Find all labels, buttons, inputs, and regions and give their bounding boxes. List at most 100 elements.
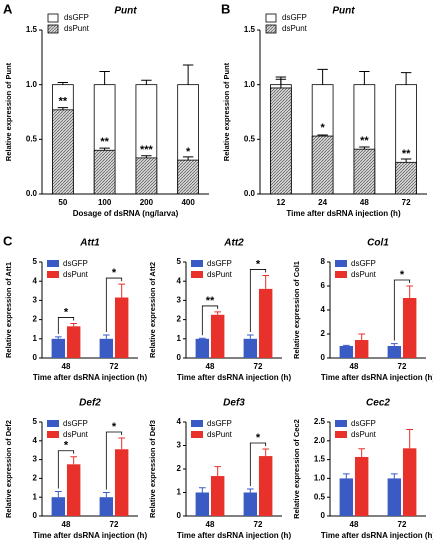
significance-bracket [105,277,123,332]
chart-title: Def3 [223,398,245,409]
significance: ** [206,295,215,307]
legend-swatch [47,260,59,267]
y-axis-label: Relative expression of Col1 [292,261,301,359]
bar [52,109,74,195]
x-tick-label: 72 [398,520,407,529]
significance-bracket [105,431,123,490]
x-tick-label: 50 [58,198,67,207]
error-bar [317,68,328,85]
error-bar [358,448,366,457]
significance-bracket [201,305,219,336]
bar [339,478,354,516]
x-axis-label: Time after dsRNA injection (h) [33,373,148,382]
y-tick-label: 1.5 [244,25,256,34]
y-axis-label: Relative expression of Punt [222,62,231,161]
error-bar [99,71,110,85]
bar [195,492,210,516]
error-bar [182,156,194,161]
y-tick-label: 4 [177,417,182,426]
error-bar [57,81,69,85]
error-bar [358,333,366,340]
error-bar [400,158,412,163]
bar [402,448,417,516]
significance: *** [140,144,154,156]
x-tick-label: 48 [62,520,71,529]
error-bar [342,473,350,479]
bar [114,449,129,516]
bar [354,340,369,358]
error-bar [70,456,78,465]
significance: * [112,267,117,279]
significance-bracket [393,279,411,341]
error-bar [359,71,370,85]
legend-swatch [47,271,59,278]
y-tick-label: 4 [321,305,326,314]
significance: * [256,432,261,444]
y-tick-label: 6 [321,281,326,290]
y-tick-label: 1 [177,488,182,497]
legend-label: dsPunt [63,270,89,279]
bar [402,298,417,358]
y-tick-label: 5 [33,417,38,426]
y-tick-label: 0.0 [26,189,38,198]
error-bar [262,448,270,457]
y-tick-label: 3 [33,455,38,464]
error-bar [390,343,398,346]
bar [99,497,114,516]
y-tick-label: 0 [177,353,182,362]
error-bar [390,473,398,479]
error-bar [118,437,126,450]
y-axis-label: Relative expression of Att1 [4,262,13,358]
bar [177,159,199,195]
y-tick-label: 2 [177,315,182,324]
x-tick-label: 72 [254,520,263,529]
bar [210,476,225,516]
error-bar [198,337,206,339]
bar [51,338,66,358]
significance: * [112,421,117,433]
significance: * [64,440,69,452]
bar [99,338,114,358]
x-tick-label: 48 [62,362,71,371]
x-tick-label: 48 [206,520,215,529]
error-bar [214,466,222,477]
y-tick-label: 2 [321,329,326,338]
bar [395,161,417,195]
y-tick-label: 1 [177,334,182,343]
significance: * [400,269,405,281]
error-bar [359,146,370,150]
significance: ** [360,135,369,147]
y-tick-label: 1.0 [26,80,38,89]
x-tick-label: 72 [110,362,119,371]
bar [270,87,292,195]
y-tick-label: 2.5 [314,417,326,426]
error-bar [214,311,222,315]
x-axis-label: Time after dsRNA injection (h) [177,531,292,540]
bar [339,346,354,358]
y-tick-label: 1 [33,334,38,343]
x-tick-label: 48 [360,198,369,207]
legend-label: dsGFP [282,13,307,22]
bar [135,157,158,195]
error-bar [275,78,287,88]
legend-label: dsGFP [207,419,232,428]
x-tick-label: 48 [350,520,359,529]
significance: * [186,146,191,158]
y-tick-label: 4 [33,436,38,445]
bar [387,478,402,516]
error-bar [118,283,126,298]
x-tick-label: 72 [402,198,411,207]
significance: * [256,258,261,270]
chart-title: Att1 [79,238,100,249]
error-bar [141,79,152,85]
significance-bracket [57,317,75,334]
y-tick-label: 0.0 [244,189,256,198]
error-bar [102,492,110,498]
significance-bracket [57,450,75,489]
legend-swatch [265,24,277,34]
legend-label: dsPunt [282,24,308,33]
x-tick-label: 48 [350,362,359,371]
bar [114,297,129,358]
significance: * [64,306,69,318]
y-tick-label: 3 [177,441,182,450]
